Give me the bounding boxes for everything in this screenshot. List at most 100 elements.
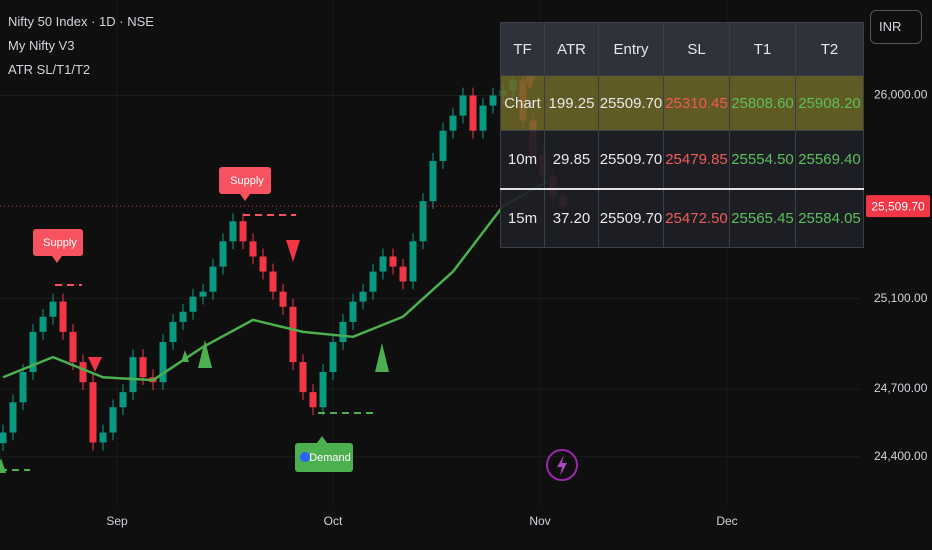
supply-badge — [33, 229, 83, 256]
buy-arrow — [0, 458, 6, 473]
table-row: 10m 29.85 25509.70 25479.85 25554.50 25569.40 — [500, 130, 864, 190]
table-cell: SL — [663, 22, 730, 76]
demand-badge — [295, 443, 353, 472]
table-cell: 25584.05 — [795, 188, 864, 248]
table-cell: 25569.40 — [795, 130, 864, 190]
table-row: Chart 199.25 25509.70 25310.45 25808.60 25908… — [500, 75, 864, 131]
candle-body — [269, 271, 277, 292]
y-tick-label: 26,000.00 — [874, 88, 928, 102]
candle-body — [329, 342, 337, 373]
candle-body — [289, 306, 297, 363]
candle-body — [99, 432, 107, 443]
candle-body — [229, 221, 237, 242]
table-cell: 25479.85 — [663, 130, 730, 190]
supply-badge — [219, 167, 271, 194]
sell-arrow — [88, 357, 102, 372]
y-tick-label: 24,700.00 — [874, 381, 928, 395]
supply-label: Supply — [43, 237, 77, 249]
candle-body — [59, 301, 67, 332]
candle-body — [189, 296, 197, 312]
lightning — [557, 455, 567, 476]
plot — [0, 72, 860, 452]
candle-body — [119, 392, 127, 408]
table-cell: T2 — [795, 22, 864, 76]
event-icon[interactable] — [546, 449, 578, 481]
candle-body — [469, 95, 477, 131]
demand-label: Demand — [309, 452, 351, 464]
demand-icon — [300, 452, 310, 462]
candle-body — [239, 221, 247, 242]
candle-body — [39, 316, 47, 332]
table-cell: 25472.50 — [663, 188, 730, 248]
badge-pointer — [52, 256, 62, 263]
candle-body — [399, 266, 407, 282]
candle-body — [259, 256, 267, 272]
candle-body — [29, 331, 37, 373]
candle-body — [169, 321, 177, 343]
candle-body — [389, 256, 397, 267]
atr-table: TF ATR Entry SL T1 T2 Chart 199.25 25509.70 25310… — [500, 22, 864, 248]
candle-body — [309, 392, 317, 408]
candle-body — [409, 241, 417, 282]
y-tick-label: 25,100.00 — [874, 291, 928, 305]
candle-body — [159, 342, 167, 383]
table-cell: 25310.45 — [663, 75, 730, 131]
candle-body — [339, 321, 347, 343]
indicator: My Nifty V3 — [8, 38, 75, 53]
table-row: 15m 37.20 25509.70 25472.50 25565.45 25584.05 — [500, 188, 864, 248]
candle-body — [379, 256, 387, 272]
candle-body — [79, 362, 87, 383]
candle-body — [179, 311, 187, 322]
candle-body — [429, 160, 437, 202]
indicator: ATR SL/T1/T2 — [8, 62, 91, 77]
candle-body — [459, 95, 467, 116]
x-tick-label: Nov — [529, 514, 550, 528]
supply-label: Supply — [230, 175, 264, 187]
table-cell: 25509.70 — [598, 75, 664, 131]
last-price-box — [866, 195, 930, 218]
candle-body — [479, 105, 487, 131]
candle-body — [69, 331, 77, 363]
candle-body — [19, 372, 27, 403]
candle-body — [129, 357, 137, 393]
table-row: TF ATR Entry SL T1 T2 — [500, 22, 864, 76]
candle-body — [489, 95, 497, 106]
buy-arrow — [181, 350, 189, 362]
candle-body — [109, 407, 117, 433]
badge-pointer — [317, 436, 327, 443]
table-cell: 25509.70 — [598, 188, 664, 248]
candle-body — [249, 241, 257, 257]
candle-body — [419, 201, 427, 242]
table-cell: 25908.20 — [795, 75, 864, 131]
candle-body — [199, 291, 207, 297]
table-cell: T1 — [729, 22, 796, 76]
table-cell: 25565.45 — [729, 188, 796, 248]
signals: Supply Supply Demand — [0, 74, 578, 481]
moving-average — [2, 179, 549, 382]
buy-arrow — [198, 340, 212, 368]
table-cell: 199.25 — [544, 75, 599, 131]
y-tick-label: 24,400.00 — [874, 449, 928, 463]
price-axis: 24,400.00 24,700.00 25,100.00 26,000.00 Sep O… — [106, 88, 930, 528]
symbol: Nifty 50 Index · 1D · NSE — [8, 14, 154, 29]
candle-body — [279, 291, 287, 307]
candle-body — [9, 402, 17, 433]
currency-button[interactable]: INR — [870, 10, 922, 44]
table-cell: TF — [500, 22, 545, 76]
candle-body — [359, 291, 367, 302]
table-cell: Chart — [500, 75, 545, 131]
x-tick-label: Oct — [324, 514, 343, 528]
candle-body — [299, 362, 307, 393]
candle-body — [319, 372, 327, 408]
candle-body — [49, 301, 57, 317]
candle-body — [439, 130, 447, 161]
candle-body — [449, 115, 457, 131]
x-tick-label: Sep — [106, 514, 128, 528]
table-cell: 37.20 — [544, 188, 599, 248]
table-cell: 15m — [500, 188, 545, 248]
candle-body — [209, 266, 217, 292]
candle-body — [369, 271, 377, 292]
candle-body — [219, 241, 227, 267]
